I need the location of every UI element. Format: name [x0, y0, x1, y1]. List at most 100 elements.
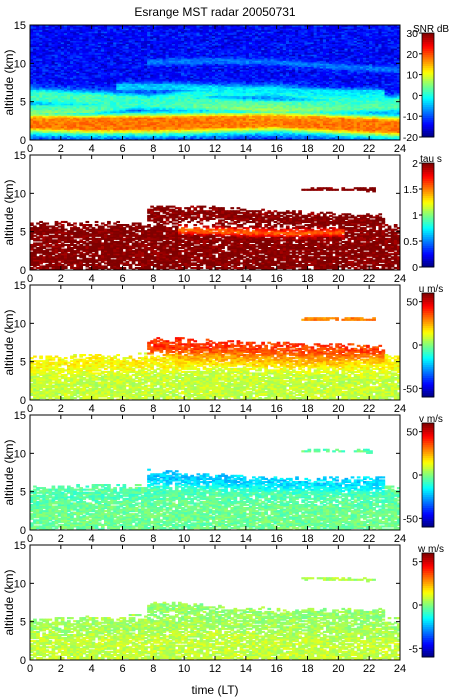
x-tick-label: 6 — [119, 663, 125, 675]
figure-title: Esrange MST radar 20050731 — [134, 5, 296, 19]
x-tick-label: 4 — [89, 533, 95, 545]
colorbar-tick-label: 1.5 — [403, 184, 418, 196]
x-tick-label: 0 — [27, 143, 33, 155]
x-tick-label: 0 — [27, 273, 33, 285]
x-tick-label: 8 — [150, 533, 156, 545]
y-tick-label: 0 — [20, 655, 26, 667]
heatmap-field — [30, 577, 400, 660]
x-tick-label: 22 — [363, 663, 375, 675]
x-tick-label: 16 — [271, 403, 283, 415]
x-tick-label: 12 — [209, 143, 221, 155]
colorbar: v m/s -50 0 50 — [403, 414, 443, 528]
x-tick-label: 22 — [363, 273, 375, 285]
x-axis-label: time (LT) — [191, 683, 238, 697]
colorbar-tick-label: -20 — [403, 132, 418, 144]
y-tick-label: 15 — [14, 540, 26, 552]
heatmap-field — [30, 317, 400, 400]
colorbar-label: u m/s — [419, 284, 443, 295]
y-tick-label: 15 — [14, 410, 26, 422]
x-tick-label: 10 — [178, 143, 190, 155]
x-tick-label: 0 — [27, 533, 33, 545]
colorbar-tick-label: -10 — [403, 111, 418, 123]
heatmap-field — [30, 448, 400, 530]
colorbar-tick-label: 5 — [412, 557, 418, 569]
x-tick-label: 14 — [240, 273, 252, 285]
x-tick-label: 2 — [58, 403, 64, 415]
x-tick-label: 18 — [301, 403, 313, 415]
colorbar-tick-label: -5 — [409, 643, 418, 655]
colorbar-tick-label: 0 — [412, 262, 418, 274]
x-tick-label: 4 — [89, 403, 95, 415]
colorbar-tick-label: -50 — [403, 513, 418, 525]
x-tick-label: 20 — [332, 533, 344, 545]
colorbar-tick-label: 20 — [406, 49, 418, 61]
heatmap-field — [30, 25, 400, 140]
x-tick-label: 8 — [150, 403, 156, 415]
x-tick-label: 14 — [240, 533, 252, 545]
x-tick-label: 20 — [332, 663, 344, 675]
x-tick-label: 14 — [240, 403, 252, 415]
x-tick-label: 10 — [178, 533, 190, 545]
y-tick-label: 0 — [20, 265, 26, 277]
colorbar-label: SNR dB — [413, 24, 449, 35]
x-tick-label: 2 — [58, 143, 64, 155]
x-tick-label: 2 — [58, 273, 64, 285]
y-axis-label: altitude (km) — [2, 49, 16, 115]
colorbar: SNR dB -20 -10 0 10 20 30 — [403, 24, 450, 144]
y-axis-label: altitude (km) — [2, 569, 16, 635]
y-tick-label: 15 — [14, 20, 26, 32]
x-tick-label: 16 — [271, 533, 283, 545]
y-tick-label: 15 — [14, 150, 26, 162]
x-tick-label: 0 — [27, 403, 33, 415]
y-tick-label: 0 — [20, 395, 26, 407]
x-tick-label: 18 — [301, 273, 313, 285]
x-tick-label: 8 — [150, 143, 156, 155]
colorbar: tau s 0 0.5 1 1.5 2 — [403, 154, 441, 274]
y-axis-label: altitude (km) — [2, 179, 16, 245]
colorbar-tick-label: 0 — [412, 470, 418, 482]
y-tick-label: 0 — [20, 525, 26, 537]
x-tick-label: 10 — [178, 403, 190, 415]
x-tick-label: 6 — [119, 403, 125, 415]
x-tick-label: 12 — [209, 273, 221, 285]
x-tick-label: 12 — [209, 533, 221, 545]
colorbar-tick-label: 2 — [412, 158, 418, 170]
x-tick-label: 24 — [394, 273, 406, 285]
colorbar-tick-label: 10 — [406, 70, 418, 82]
y-tick-label: 0 — [20, 135, 26, 147]
y-tick-label: 15 — [14, 280, 26, 292]
x-tick-label: 14 — [240, 663, 252, 675]
x-tick-label: 20 — [332, 143, 344, 155]
y-axis-label: altitude (km) — [2, 309, 16, 375]
y-tick-label: 10 — [14, 318, 26, 330]
x-tick-label: 12 — [209, 403, 221, 415]
x-tick-label: 20 — [332, 273, 344, 285]
x-tick-label: 24 — [394, 403, 406, 415]
x-tick-label: 22 — [363, 403, 375, 415]
x-tick-label: 18 — [301, 143, 313, 155]
y-tick-label: 10 — [14, 448, 26, 460]
x-tick-label: 6 — [119, 143, 125, 155]
y-tick-label: 5 — [20, 487, 26, 499]
x-tick-label: 8 — [150, 663, 156, 675]
y-tick-label: 5 — [20, 97, 26, 109]
colorbar: u m/s -50 0 50 — [403, 284, 443, 398]
x-tick-label: 14 — [240, 143, 252, 155]
colorbar-label: w m/s — [417, 544, 444, 555]
x-tick-label: 16 — [271, 143, 283, 155]
y-tick-label: 5 — [20, 617, 26, 629]
colorbar-label: v m/s — [419, 414, 443, 425]
x-tick-label: 18 — [301, 533, 313, 545]
x-tick-label: 8 — [150, 273, 156, 285]
y-axis-label: altitude (km) — [2, 439, 16, 505]
x-tick-label: 20 — [332, 403, 344, 415]
colorbar-tick-label: 50 — [406, 297, 418, 309]
heatmap-field — [30, 187, 400, 270]
colorbar-tick-label: 0 — [412, 90, 418, 102]
x-tick-label: 18 — [301, 663, 313, 675]
